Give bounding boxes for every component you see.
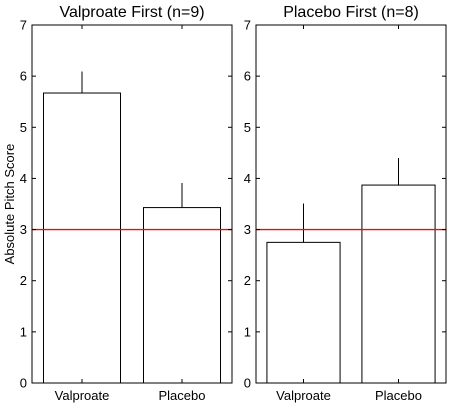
y-tick-label: 4 bbox=[20, 171, 27, 186]
y-tick-label: 6 bbox=[20, 69, 27, 84]
y-tick-label: 1 bbox=[20, 324, 27, 339]
panel-placebo-first: Placebo First (n=8) 0 1 2 3 4 5 6 7 Valproate Plac… bbox=[244, 4, 447, 403]
panel-valproate-first: Valproate First (n=9) 0 1 2 3 4 5 6 7 Valproate Pl… bbox=[20, 4, 233, 403]
chart-title: Valproate First (n=9) bbox=[59, 4, 204, 21]
y-axis-label: Absolute Pitch Score bbox=[2, 144, 17, 265]
y-tick-label: 1 bbox=[244, 324, 251, 339]
y-tick-label: 3 bbox=[244, 222, 251, 237]
x-tick-label: Valproate bbox=[55, 388, 110, 403]
y-tick-label: 6 bbox=[244, 69, 251, 84]
y-tick-label: 3 bbox=[20, 222, 27, 237]
y-tick-label: 4 bbox=[244, 171, 251, 186]
y-tick-label: 5 bbox=[244, 120, 251, 135]
y-tick-label: 2 bbox=[244, 273, 251, 288]
y-tick-label: 2 bbox=[20, 273, 27, 288]
bar-placebo bbox=[361, 184, 436, 384]
y-tick-label: 7 bbox=[20, 18, 27, 33]
y-tick-label: 0 bbox=[20, 376, 27, 391]
axes-frame bbox=[255, 24, 447, 384]
y-tick-label: 0 bbox=[244, 376, 251, 391]
x-tick-label: Valproate bbox=[276, 388, 331, 403]
bar-valproate bbox=[43, 92, 121, 384]
bar-valproate bbox=[266, 241, 341, 384]
chart-title: Placebo First (n=8) bbox=[283, 4, 419, 21]
y-tick-label: 5 bbox=[20, 120, 27, 135]
y-tick-label: 7 bbox=[244, 18, 251, 33]
axes-frame bbox=[31, 24, 233, 384]
x-tick-label: Placebo bbox=[159, 388, 206, 403]
bar-placebo bbox=[143, 207, 221, 384]
x-tick-label: Placebo bbox=[375, 388, 422, 403]
